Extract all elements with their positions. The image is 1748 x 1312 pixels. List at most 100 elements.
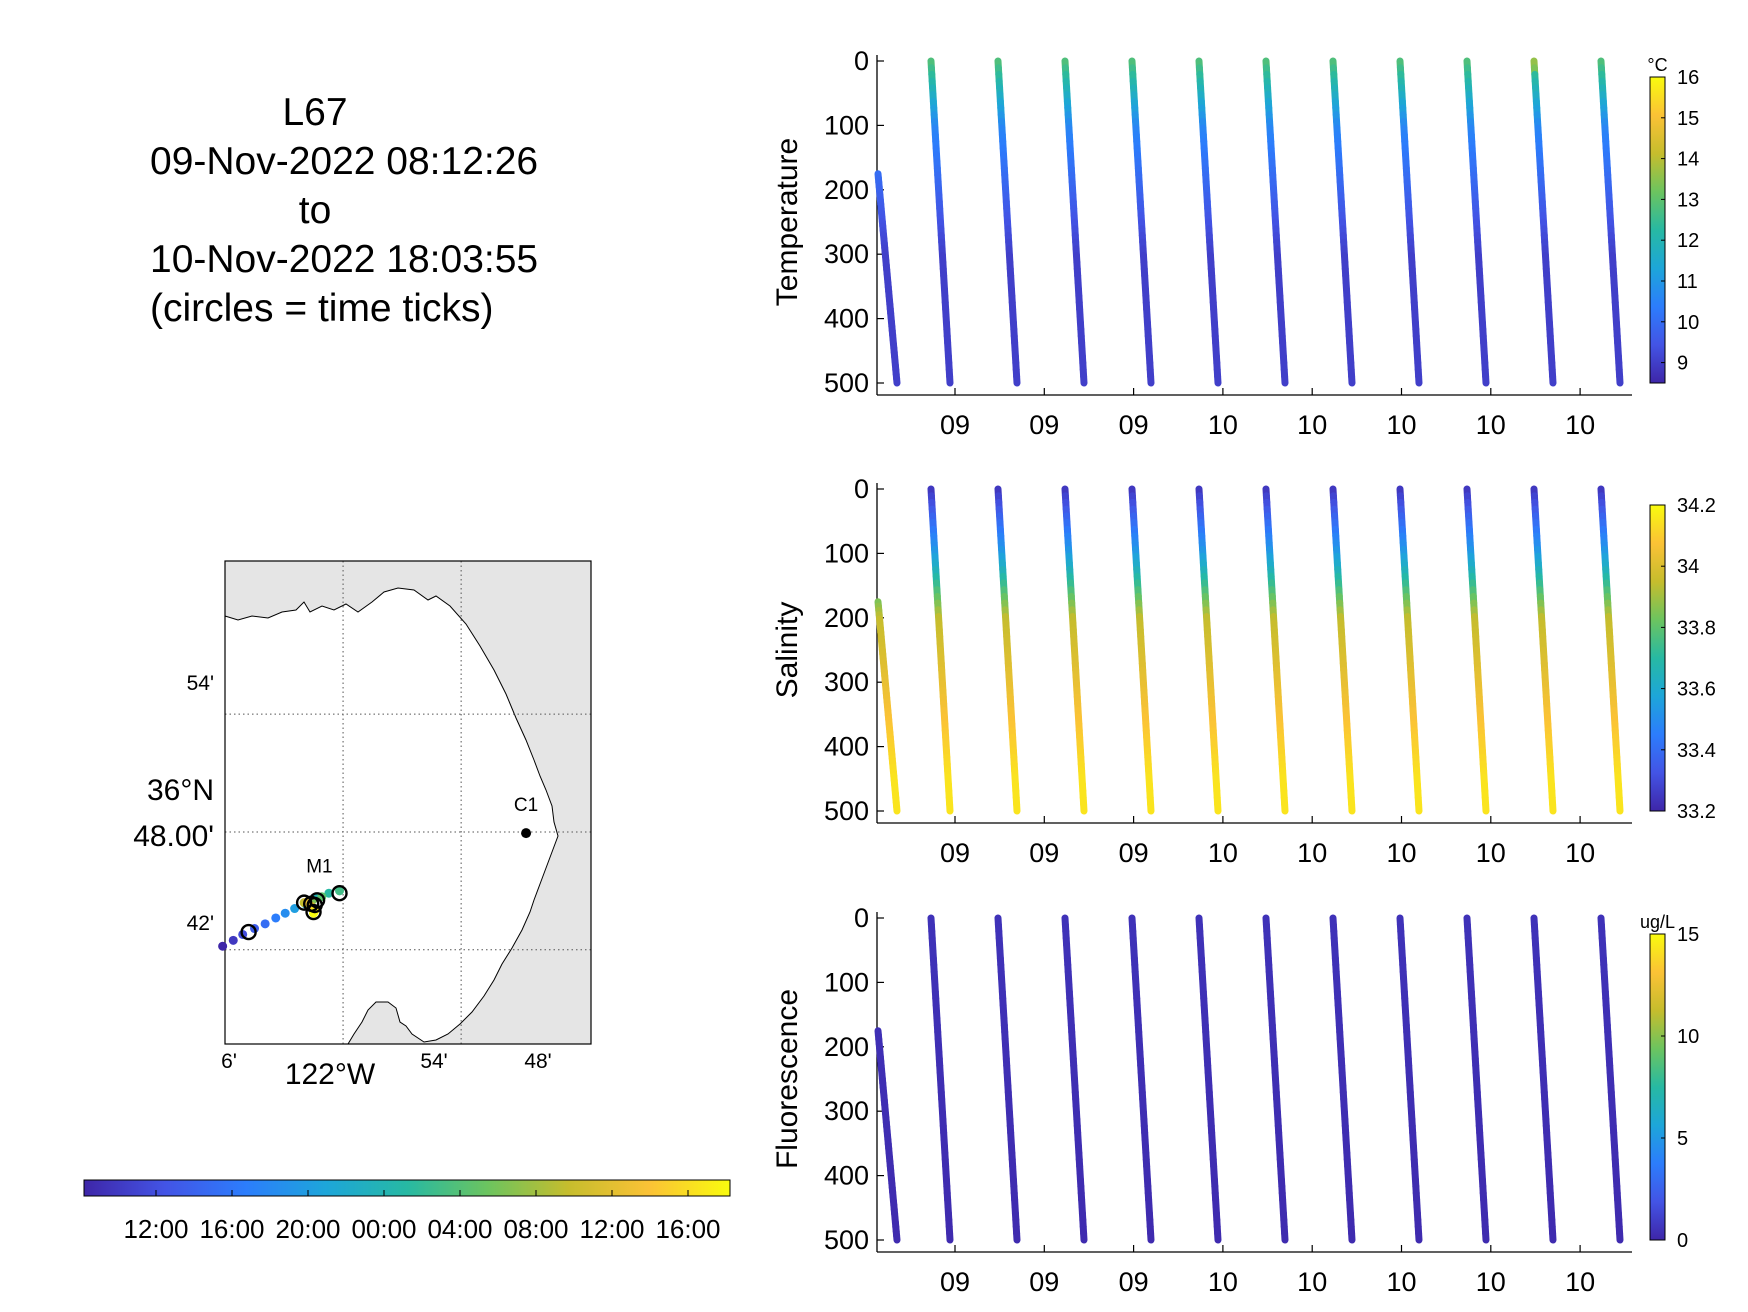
figure-title: L67 09-Nov-2022 08:12:26 to 10-Nov-2022 … <box>150 88 539 333</box>
colorbar-tick-label: 33.8 <box>1677 617 1716 639</box>
x-tick-label: 10 <box>1565 1267 1595 1297</box>
y-tick-label: 200 <box>824 175 869 205</box>
y-tick-label: 100 <box>824 110 869 140</box>
colorbar-unit: ug/L <box>1640 912 1675 932</box>
x-tick-label: 10 <box>1297 1267 1327 1297</box>
colorbar-tick-label: 10 <box>1677 312 1699 334</box>
x-tick-label: 10 <box>1297 838 1327 868</box>
colorbar-tick-label: 33.4 <box>1677 740 1716 762</box>
y-tick-label: 400 <box>824 1161 869 1191</box>
time-colorbar-tick-label: 00:00 <box>351 1214 416 1244</box>
map-lon-label-6: 6' <box>221 1050 237 1073</box>
time-colorbar-tick-label: 04:00 <box>427 1214 492 1244</box>
station-marker <box>521 828 532 839</box>
colorbar-tick-label: 14 <box>1677 149 1699 171</box>
y-tick-label: 500 <box>824 368 869 398</box>
y-tick-label: 300 <box>824 667 869 697</box>
map-lon-label-54: 54' <box>420 1050 447 1073</box>
map-panel: C1 M1 54' 42' 36°N 48.00' 6' 54' 48' 122°… <box>133 560 592 1091</box>
y-tick-label: 100 <box>824 967 869 997</box>
colorbar-tick-label: 13 <box>1677 189 1699 211</box>
y-tick-label: 400 <box>824 732 869 762</box>
time-tick-circles <box>240 885 348 941</box>
profile-panel-temperature: 0 100 200 300 400 500 09 09 09 10 10 10 10 10 Temperat… <box>771 46 1699 440</box>
x-tick-label: 09 <box>1029 1267 1059 1297</box>
colorbar-tick-label: 15 <box>1677 924 1699 946</box>
y-tick-label: 400 <box>824 304 869 334</box>
x-tick-label: 10 <box>1565 410 1595 440</box>
colorbar-tick-label: 10 <box>1677 1026 1699 1048</box>
time-colorbar: 12:00 16:00 20:00 00:00 04:00 08:00 12:00 16:00 <box>83 1179 731 1244</box>
map-frame <box>224 560 592 1045</box>
map-lat-main-min: 48.00' <box>133 820 214 853</box>
x-tick-label: 10 <box>1386 410 1416 440</box>
colorbar-tick-label: 16 <box>1677 67 1699 89</box>
colorbar-tick-label: 34 <box>1677 556 1699 578</box>
map-lat-label-54: 54' <box>187 672 214 695</box>
x-tick-label: 09 <box>1029 410 1059 440</box>
x-tick-label: 10 <box>1208 410 1238 440</box>
x-tick-label: 10 <box>1297 410 1327 440</box>
y-tick-label: 0 <box>854 474 869 504</box>
title-to: to <box>298 189 332 232</box>
station-label: M1 <box>306 856 332 877</box>
x-tick-label: 09 <box>940 410 970 440</box>
track-point <box>324 888 334 898</box>
colorbar <box>1649 504 1666 812</box>
colorbar-tick-label: 33.2 <box>1677 801 1716 823</box>
colorbar-unit: °C <box>1647 55 1667 75</box>
x-tick-label: 10 <box>1386 838 1416 868</box>
x-tick-label: 09 <box>940 1267 970 1297</box>
x-tick-label: 10 <box>1208 1267 1238 1297</box>
track-point <box>260 919 270 929</box>
map-lat-label-42: 42' <box>187 912 214 935</box>
colorbar-tick-label: 9 <box>1677 353 1688 375</box>
x-tick-label: 10 <box>1565 838 1595 868</box>
title-note: (circles = time ticks) <box>150 287 494 330</box>
time-tick-circle <box>305 903 322 921</box>
time-colorbar-tick-label: 12:00 <box>123 1214 188 1244</box>
x-tick-label: 09 <box>1119 1267 1149 1297</box>
track-point <box>271 913 281 923</box>
time-tick-circle <box>306 896 323 914</box>
title-glider-id: L67 <box>282 91 348 134</box>
y-tick-label: 300 <box>824 1096 869 1126</box>
title-end-time: 10-Nov-2022 18:03:55 <box>150 238 539 281</box>
y-tick-label: 300 <box>824 239 869 269</box>
y-tick-label: 500 <box>824 796 869 826</box>
profile-panel-fluorescence: 0 100 200 300 400 500 09 09 09 10 10 10 10 10 Fluoresc… <box>771 903 1699 1297</box>
colorbar-tick-label: 15 <box>1677 108 1699 130</box>
map-lon-label-48: 48' <box>524 1050 551 1073</box>
time-colorbar-tick-label: 16:00 <box>655 1214 720 1244</box>
colorbar-tick-label: 12 <box>1677 230 1699 252</box>
x-tick-label: 10 <box>1476 410 1506 440</box>
y-tick-label: 0 <box>854 46 869 76</box>
title-start-time: 09-Nov-2022 08:12:26 <box>150 140 539 183</box>
map-lon-main: 122°W <box>285 1058 376 1091</box>
profile-panel-salinity: 0 100 200 300 400 500 09 09 09 10 10 10 10 10 Salinity… <box>771 474 1716 868</box>
y-tick-label: 200 <box>824 1032 869 1062</box>
y-tick-label: 200 <box>824 603 869 633</box>
map-lat-main-deg: 36°N <box>147 774 214 807</box>
time-colorbar-tick-label: 20:00 <box>275 1214 340 1244</box>
y-tick-label: 500 <box>824 1225 869 1255</box>
colorbar <box>1649 933 1666 1241</box>
time-colorbar-gradient <box>83 1179 731 1197</box>
colorbar <box>1649 76 1666 384</box>
x-tick-label: 10 <box>1386 1267 1416 1297</box>
x-tick-label: 10 <box>1476 1267 1506 1297</box>
x-tick-label: 10 <box>1208 838 1238 868</box>
track-point <box>280 908 290 918</box>
colorbar-tick-label: 33.6 <box>1677 679 1716 701</box>
colorbar-tick-label: 0 <box>1677 1230 1688 1252</box>
y-axis-label: Temperature <box>771 138 804 306</box>
y-axis-label: Fluorescence <box>771 989 804 1169</box>
track-point <box>218 941 228 951</box>
time-tick-circle <box>240 923 257 941</box>
time-tick-circle <box>331 885 348 902</box>
station-label: C1 <box>514 795 538 816</box>
x-tick-label: 09 <box>940 838 970 868</box>
time-colorbar-tick-label: 16:00 <box>199 1214 264 1244</box>
time-colorbar-tick-label: 12:00 <box>579 1214 644 1244</box>
